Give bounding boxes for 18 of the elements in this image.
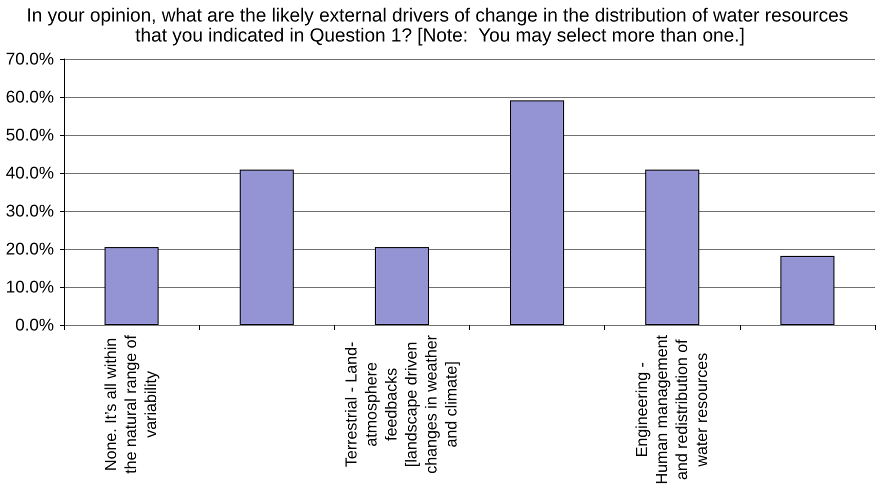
- bar: [645, 170, 700, 325]
- bar: [240, 170, 294, 325]
- x-tick-label: None. It’s all within the natural range of variability: [103, 334, 160, 474]
- bar: [374, 247, 429, 325]
- y-tick-label: 20.0%: [6, 240, 54, 258]
- chart-title: In your opinion, what are the likely external drivers of change in the distribution of water resources that you indicated in Question 1? [Note: You may select more than one.]: [26, 6, 854, 46]
- y-tick-label: 10.0%: [6, 278, 54, 296]
- bar: [104, 247, 159, 325]
- y-tick-label: 60.0%: [6, 88, 54, 106]
- x-tick-label: Engineering - Human management and redistribution of water resources: [634, 334, 711, 484]
- y-tick-label: 30.0%: [6, 202, 54, 220]
- y-tick-label: 0.0%: [15, 316, 54, 334]
- bar: [780, 256, 834, 325]
- y-tick-label: 40.0%: [6, 164, 54, 182]
- y-tick-label: 70.0%: [6, 50, 54, 68]
- x-tick-label: Terrestrial - Land-atmosphere feedbacks [landscape driven changes in weather and climate]: [343, 334, 460, 474]
- y-tick-label: 50.0%: [6, 126, 54, 144]
- bar: [510, 100, 564, 325]
